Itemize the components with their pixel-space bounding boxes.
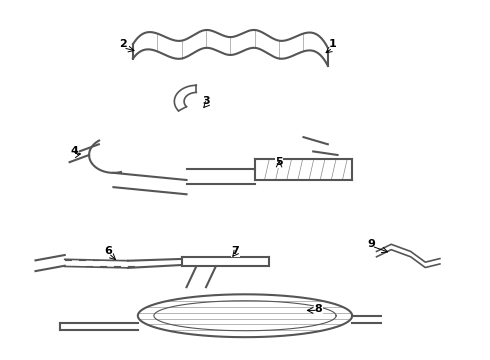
Text: 8: 8: [314, 303, 322, 314]
Text: 1: 1: [329, 39, 337, 49]
Text: 2: 2: [120, 39, 127, 49]
Text: 5: 5: [275, 157, 283, 167]
Text: 9: 9: [368, 239, 376, 249]
Text: 7: 7: [231, 247, 239, 256]
Text: 3: 3: [202, 96, 210, 107]
Text: 4: 4: [71, 147, 78, 157]
Text: 6: 6: [105, 247, 113, 256]
